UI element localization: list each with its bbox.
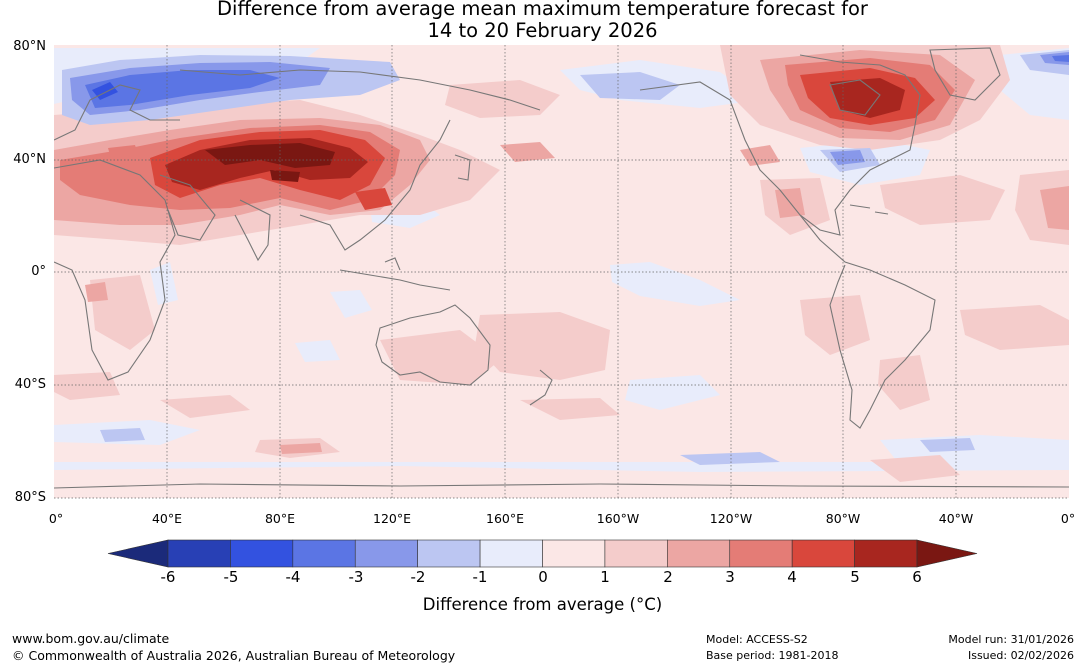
colorbar-segment <box>479 539 543 568</box>
lat-label-equator: 0° <box>31 264 46 279</box>
anomaly-field <box>54 45 1069 498</box>
southern-band-pale <box>54 466 1069 498</box>
lon-label-160w: 160°W <box>596 511 640 526</box>
lat-label-40s: 40°S <box>14 377 46 392</box>
lon-label-40w: 40°W <box>938 511 974 526</box>
colorbar-tick-label: -3 <box>348 568 364 586</box>
colorbar-segment <box>354 539 418 568</box>
anomaly-minus-4-patches <box>85 55 1069 108</box>
colorbar-segment <box>230 539 294 568</box>
graticule <box>54 45 1069 499</box>
colorbar-tick-label: -5 <box>223 568 239 586</box>
colorbar-tick-label: -6 <box>160 568 176 586</box>
lon-label-40e: 40°E <box>151 511 183 526</box>
colorbar-segment <box>604 539 668 568</box>
colorbar-segment <box>667 539 731 568</box>
coastlines <box>54 47 1069 489</box>
footer-url: www.bom.gov.au/climate <box>12 631 170 646</box>
colorbar-segment <box>542 539 606 568</box>
colorbar-segment <box>292 539 356 568</box>
colorbar-tick-label: 1 <box>600 568 610 586</box>
colorbar-segment <box>417 539 481 568</box>
colorbar-tick-label: 4 <box>787 568 797 586</box>
map-title-line-1: Difference from average mean maximum tem… <box>217 0 868 20</box>
lat-label-80n: 80°N <box>13 39 46 54</box>
anomaly-above-6-patches <box>205 143 335 182</box>
colorbar-segment <box>729 539 793 568</box>
colorbar-tick-label: 0 <box>538 568 548 586</box>
colorbar-tick-label: 3 <box>725 568 735 586</box>
colorbar-tick-label: -2 <box>410 568 426 586</box>
footer-copyright: © Commonwealth of Australia 2026, Austra… <box>12 648 456 663</box>
lat-label-80s: 80°S <box>14 490 46 505</box>
lon-label-80w: 80°W <box>825 511 861 526</box>
footer-model-run: Model run: 31/01/2026 <box>948 633 1074 646</box>
colorbar-segment <box>791 539 855 568</box>
colorbar-tick-label: -1 <box>472 568 488 586</box>
lon-label-0-east: 0° <box>1060 511 1076 526</box>
lon-label-120e: 120°E <box>372 511 412 526</box>
footer-base-period: Base period: 1981-2018 <box>706 649 839 662</box>
colorbar <box>107 539 978 568</box>
footer-model: Model: ACCESS-S2 <box>706 633 808 646</box>
lon-label-80e: 80°E <box>264 511 296 526</box>
colorbar-segment <box>854 539 918 568</box>
footer-issued: Issued: 02/02/2026 <box>967 649 1074 662</box>
colorbar-tick-label: 2 <box>663 568 673 586</box>
colorbar-tick-label: 5 <box>850 568 860 586</box>
map-title-line-2: 14 to 20 February 2026 <box>427 19 658 42</box>
colorbar-tick-label: 6 <box>912 568 922 586</box>
colorbar-extend-low <box>107 539 169 568</box>
colorbar-segment <box>167 539 231 568</box>
lat-label-40n: 40°N <box>13 152 46 167</box>
lon-label-120w: 120°W <box>709 511 753 526</box>
lon-label-160e: 160°E <box>485 511 525 526</box>
colorbar-tick-label: -4 <box>285 568 301 586</box>
lon-label-0-west: 0° <box>48 511 64 526</box>
colorbar-title: Difference from average (°C) <box>422 595 663 614</box>
colorbar-extend-high <box>916 539 978 568</box>
